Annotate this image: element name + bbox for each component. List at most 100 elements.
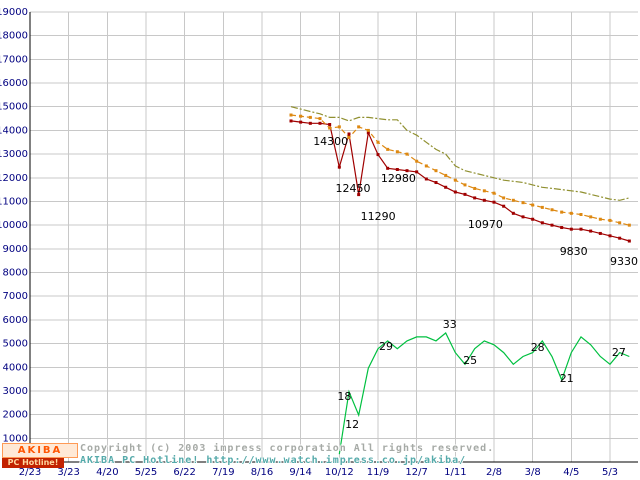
value-label: 12980 — [381, 172, 416, 185]
x-axis-labels: 2/23 3/23 4/20 5/25 6/22 7/19 8/16 9/14 10/12 11/… — [19, 467, 618, 478]
y-tick-label: 11000 — [0, 196, 28, 207]
data-point-marker — [395, 168, 399, 171]
data-point-marker — [608, 234, 612, 238]
x-tick-label: 6/22 — [173, 467, 195, 478]
data-point-marker — [540, 221, 544, 225]
data-point-marker — [589, 229, 593, 233]
y-tick-label: 17000 — [0, 54, 28, 65]
data-point-marker — [453, 178, 457, 182]
y-tick-label: 9000 — [3, 244, 28, 255]
data-point-marker — [308, 121, 312, 125]
data-point-marker — [463, 192, 467, 196]
data-point-marker — [569, 211, 573, 215]
data-point-marker — [482, 198, 486, 202]
x-tick-label: 2/8 — [486, 467, 502, 478]
data-point-marker — [492, 191, 496, 195]
data-point-marker — [357, 193, 361, 197]
data-point-marker — [405, 152, 409, 156]
x-tick-label: 4/5 — [563, 467, 579, 478]
data-point-marker — [531, 203, 535, 207]
data-point-marker — [608, 218, 612, 222]
value-label: 25 — [463, 354, 477, 367]
y-tick-label: 18000 — [0, 31, 28, 42]
akiba-pc-hotline-logo: AKIBA PC Hotline! — [2, 443, 78, 468]
data-point-marker — [357, 125, 361, 129]
data-point-marker — [318, 121, 322, 125]
x-tick-label: 4/20 — [96, 467, 118, 478]
data-point-marker — [347, 136, 351, 140]
value-label: 10970 — [468, 218, 503, 231]
y-tick-label: 3000 — [3, 386, 28, 397]
y-tick-label: 19000 — [0, 7, 28, 18]
data-point-marker — [482, 189, 486, 193]
x-tick-label: 8/16 — [251, 467, 273, 478]
data-point-marker — [589, 215, 593, 219]
data-point-marker — [434, 169, 438, 173]
value-label: 28 — [531, 341, 545, 354]
data-point-marker — [366, 128, 370, 132]
data-point-marker — [328, 126, 332, 130]
data-point-marker — [366, 131, 370, 135]
data-point-marker — [434, 181, 438, 185]
data-point-marker — [560, 226, 564, 230]
value-label: 9330 — [610, 255, 638, 268]
data-point-marker — [627, 223, 631, 227]
data-point-marker — [318, 117, 322, 121]
y-tick-label: 1000 — [3, 433, 28, 444]
axes — [29, 12, 638, 463]
footer-site-url: AKIBA PC Hotline! http://www.watch.impre… — [80, 455, 467, 466]
value-labels: 14300 12450 11290 12980 10970 9830 9330 18 12 29 3… — [313, 135, 638, 431]
x-tick-label: 2/23 — [19, 467, 41, 478]
data-point-marker — [511, 198, 515, 202]
data-point-marker — [289, 113, 293, 117]
data-point-marker — [328, 123, 332, 126]
data-point-marker — [395, 150, 399, 154]
data-point-marker — [511, 211, 515, 215]
data-point-marker — [386, 147, 390, 151]
data-point-marker — [473, 196, 477, 200]
value-label: 12450 — [336, 182, 371, 195]
data-point-marker — [618, 221, 622, 225]
y-tick-label: 16000 — [0, 78, 28, 89]
data-point-marker — [405, 169, 409, 173]
value-label: 12 — [345, 418, 359, 431]
data-point-marker — [453, 190, 457, 194]
x-tick-label: 10/12 — [325, 467, 354, 478]
data-point-marker — [531, 217, 535, 221]
data-point-marker — [579, 227, 583, 231]
data-point-marker — [424, 177, 428, 181]
data-point-marker — [337, 165, 341, 169]
value-label: 29 — [379, 340, 393, 353]
data-point-marker — [502, 196, 506, 200]
y-tick-label: 15000 — [0, 102, 28, 113]
data-point-marker — [415, 170, 419, 174]
series-green-count — [338, 332, 630, 455]
y-tick-label: 13000 — [0, 149, 28, 160]
y-tick-label: 6000 — [3, 315, 28, 326]
x-tick-label: 7/19 — [212, 467, 234, 478]
data-point-marker — [444, 173, 448, 177]
data-point-marker — [492, 200, 496, 204]
x-tick-label: 9/14 — [289, 467, 311, 478]
data-point-marker — [444, 185, 448, 189]
data-point-marker — [598, 217, 602, 221]
x-tick-label: 5/3 — [602, 467, 618, 478]
data-point-marker — [550, 223, 554, 227]
series-red-price-squares — [289, 119, 631, 243]
value-label: 11290 — [361, 210, 396, 223]
data-point-marker — [376, 140, 380, 144]
x-tick-label: 1/11 — [444, 467, 466, 478]
x-tick-label: 11/9 — [367, 467, 389, 478]
data-point-marker — [540, 205, 544, 209]
y-tick-label: 4000 — [3, 362, 28, 373]
data-point-marker — [560, 210, 564, 214]
data-point-marker — [550, 208, 554, 212]
data-point-marker — [502, 204, 506, 208]
series-olive-price-dashdot — [290, 106, 630, 201]
data-point-marker — [598, 231, 602, 235]
data-point-marker — [299, 120, 303, 124]
data-point-marker — [308, 115, 312, 119]
value-label: 33 — [443, 318, 457, 331]
data-point-marker — [299, 114, 303, 118]
